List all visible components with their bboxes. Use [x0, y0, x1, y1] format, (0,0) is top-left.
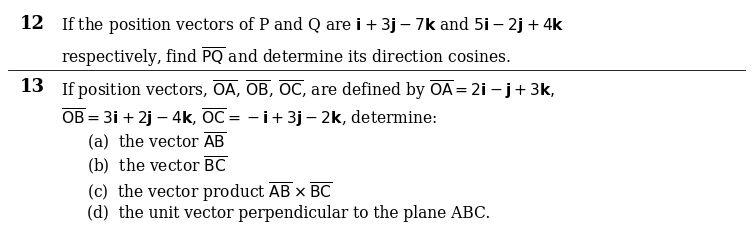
Text: (a)  the vector $\overline{\mathrm{AB}}$: (a) the vector $\overline{\mathrm{AB}}$	[87, 131, 227, 153]
Text: $\overline{\mathrm{OB}}=3\mathbf{i}+2\mathbf{j}-4\mathbf{k}$, $\overline{\mathrm: $\overline{\mathrm{OB}}=3\mathbf{i}+2\ma…	[61, 106, 437, 129]
Text: (d)  the unit vector perpendicular to the plane ABC.: (d) the unit vector perpendicular to the…	[87, 205, 491, 222]
Text: respectively, find $\overline{\mathrm{PQ}}$ and determine its direction cosines.: respectively, find $\overline{\mathrm{PQ…	[61, 46, 510, 69]
Text: If the position vectors of P and Q are $\mathbf{i}+3\mathbf{j}-7\mathbf{k}$ and : If the position vectors of P and Q are $…	[61, 15, 564, 36]
Text: (c)  the vector product $\overline{\mathrm{AB}}\times\overline{\mathrm{BC}}$: (c) the vector product $\overline{\mathr…	[87, 180, 333, 204]
Text: If position vectors, $\overline{\mathrm{OA}}$, $\overline{\mathrm{OB}}$, $\overl: If position vectors, $\overline{\mathrm{…	[61, 78, 555, 102]
Text: 12: 12	[20, 15, 44, 33]
Text: (b)  the vector $\overline{\mathrm{BC}}$: (b) the vector $\overline{\mathrm{BC}}$	[87, 155, 228, 177]
Text: 13: 13	[20, 78, 44, 96]
